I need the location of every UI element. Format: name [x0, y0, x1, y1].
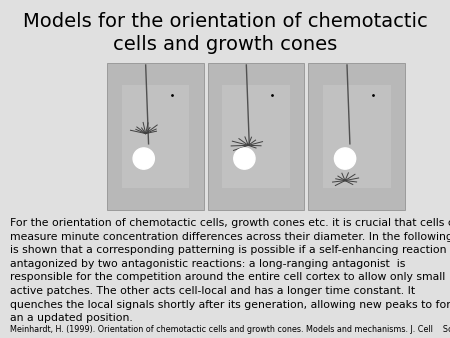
Bar — [222, 85, 290, 188]
Circle shape — [133, 148, 154, 169]
Bar — [207, 63, 304, 210]
Circle shape — [334, 148, 356, 169]
Bar — [122, 85, 189, 188]
Text: Meinhardt, H. (1999). Orientation of chemotactic cells and growth cones. Models : Meinhardt, H. (1999). Orientation of che… — [10, 325, 450, 334]
Bar — [107, 63, 204, 210]
Text: Models for the orientation of chemotactic
cells and growth cones: Models for the orientation of chemotacti… — [22, 12, 427, 54]
Bar — [308, 63, 405, 210]
Circle shape — [234, 148, 255, 169]
Bar — [323, 85, 391, 188]
Text: For the orientation of chemotactic cells, growth cones etc. it is crucial that c: For the orientation of chemotactic cells… — [10, 218, 450, 323]
